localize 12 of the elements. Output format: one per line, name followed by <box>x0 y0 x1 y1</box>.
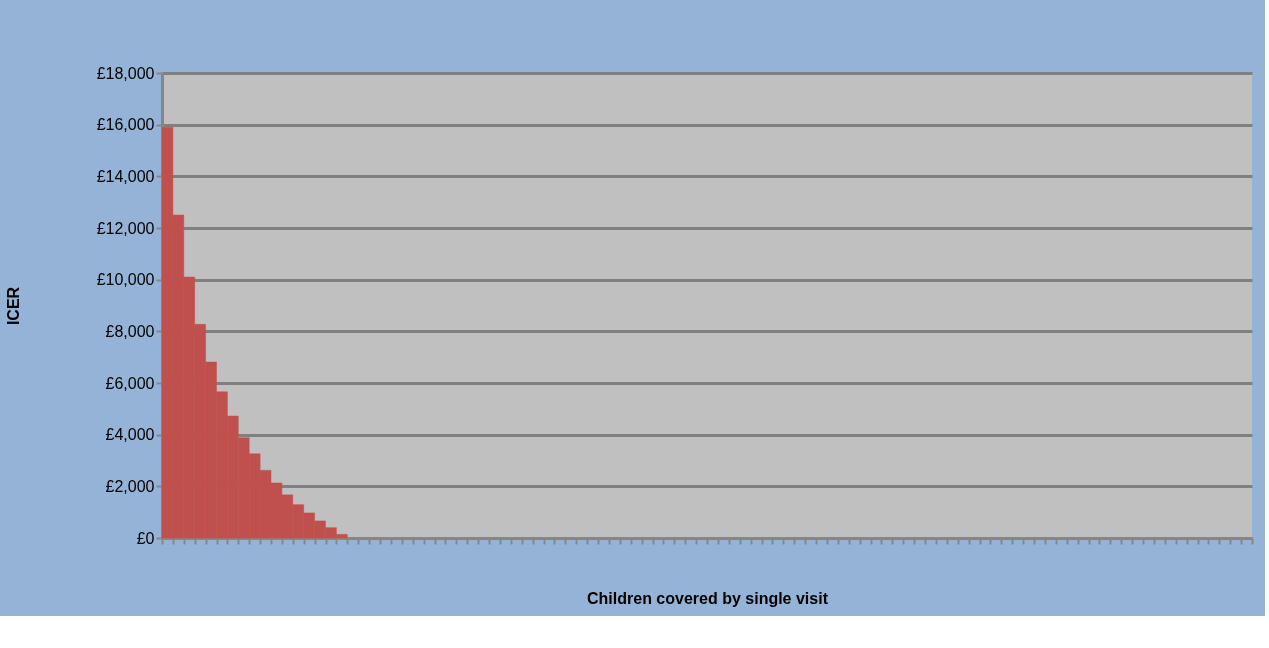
y-tick-label: £8,000 <box>105 322 155 340</box>
y-tick-label: £2,000 <box>105 477 155 495</box>
y-tick-label: £4,000 <box>105 426 155 444</box>
y-tick-label: £18,000 <box>96 64 155 82</box>
y-tick-label: £14,000 <box>96 167 155 185</box>
y-tick-label: £0 <box>136 529 155 547</box>
y-tick-label: £12,000 <box>96 219 155 237</box>
y-tick-label: £10,000 <box>96 271 155 289</box>
y-tick-label: £16,000 <box>96 116 155 134</box>
y-tick-label: £6,000 <box>105 374 155 392</box>
y-axis-title: ICER <box>4 286 22 326</box>
x-axis-title: Children covered by single visit <box>587 589 829 607</box>
